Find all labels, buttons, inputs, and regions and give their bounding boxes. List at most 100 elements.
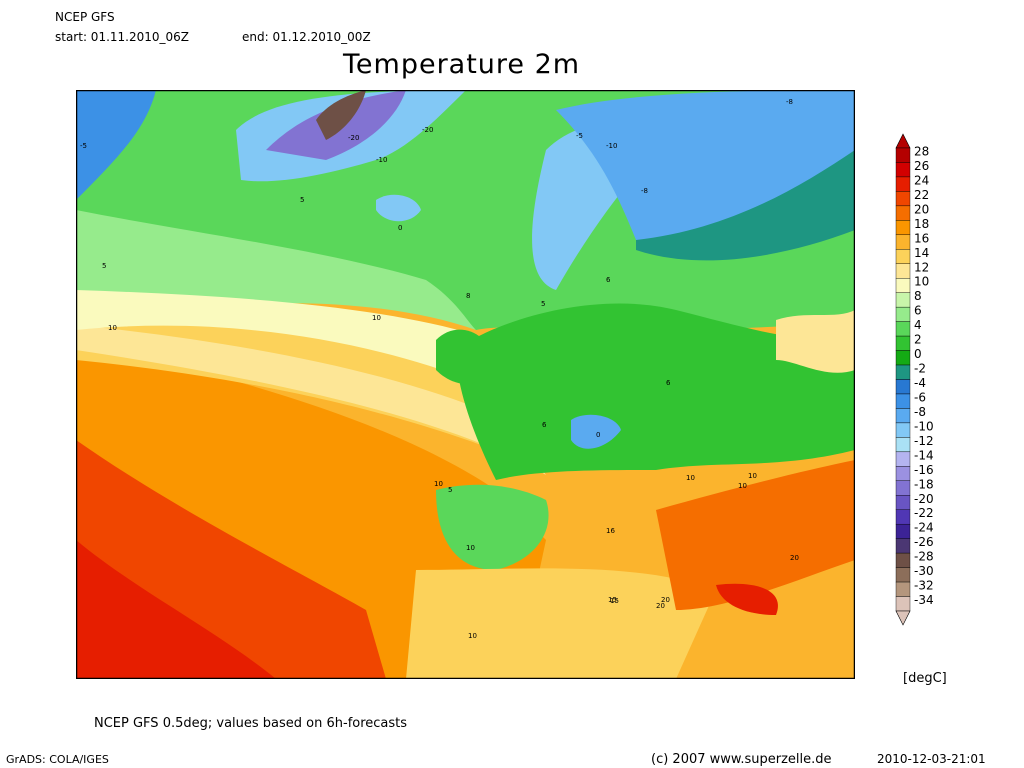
colorbar-label: -14	[914, 448, 934, 462]
contour-label: 10	[108, 324, 117, 332]
colorbar-box	[895, 480, 911, 496]
med-hot	[716, 583, 778, 615]
contour-label: 5	[102, 262, 106, 270]
contour-label: -5	[576, 132, 583, 140]
colorbar-label: -24	[914, 521, 934, 535]
contour-label: -20	[422, 126, 433, 134]
contour-label: 15	[610, 597, 619, 605]
map: -5-20-10-20-5-10-8-850551010866610101051…	[76, 90, 855, 679]
contour-label: 20	[661, 596, 670, 604]
contour-label: 5	[448, 486, 452, 494]
contour-label: 10	[372, 314, 381, 322]
iberia	[436, 484, 549, 570]
europe-land	[456, 303, 855, 480]
colorbar-label: -4	[914, 376, 926, 390]
colorbar-box	[895, 162, 911, 178]
colorbar-box	[895, 393, 911, 409]
contour-label: 8	[466, 292, 470, 300]
contour-label: 5	[300, 196, 304, 204]
east-warm	[776, 310, 855, 373]
region-darkred	[76, 540, 276, 679]
colorbar-label: -16	[914, 463, 934, 477]
colorbar-box	[895, 581, 911, 597]
colorbar-box	[895, 335, 911, 351]
colorbar-label: -28	[914, 550, 934, 564]
northeast-teal	[636, 150, 855, 261]
colorbar-label: -30	[914, 564, 934, 578]
colorbar-box	[895, 278, 911, 293]
contour-label: 10	[748, 472, 757, 480]
region-lightyellow	[76, 325, 546, 475]
north-africa	[406, 568, 716, 679]
colorbar-label: 26	[914, 159, 929, 173]
colorbar-box	[895, 466, 911, 481]
contour-label: 10	[738, 482, 747, 490]
contour-label: 6	[542, 421, 547, 429]
contour-label: 16	[606, 527, 615, 535]
colorbar-box	[895, 234, 911, 250]
colorbar-box	[895, 176, 911, 192]
colorbar-label: -32	[914, 579, 934, 593]
contour-label: 20	[790, 554, 799, 562]
colorbar-label: -10	[914, 419, 934, 433]
colorbar-box	[895, 422, 911, 438]
contour-label: 6	[666, 379, 671, 387]
colorbar-box	[895, 379, 911, 395]
alps	[571, 414, 621, 449]
colorbar-box	[895, 552, 911, 568]
contour-label: -8	[786, 98, 793, 106]
colorbar-label: 22	[914, 188, 929, 202]
colorbar-top-arrow	[895, 133, 911, 149]
colorbar-box	[895, 350, 911, 366]
colorbar-box	[895, 495, 911, 510]
colorbar-label: 6	[914, 304, 922, 318]
colorbar-label: -12	[914, 434, 934, 448]
copyright: (c) 2007 www.superzelle.de	[651, 752, 832, 767]
contour-label: 10	[466, 544, 475, 552]
colorbar-label: 18	[914, 217, 929, 231]
colorbar-label: -18	[914, 477, 934, 491]
contour-label: -10	[376, 156, 387, 164]
colorbar-label: -26	[914, 535, 934, 549]
colorbar-box	[895, 408, 911, 424]
iceland	[376, 194, 421, 222]
colorbar-label: 16	[914, 231, 929, 245]
colorbar-label: 10	[914, 275, 929, 289]
contour-label: 10	[686, 474, 695, 482]
model-label: NCEP GFS	[55, 10, 115, 24]
colorbar-label: -22	[914, 506, 934, 520]
colorbar-box	[895, 147, 911, 163]
colorbar-box	[895, 437, 911, 453]
timestamp: 2010-12-03-21:01	[877, 752, 986, 766]
end-label: end: 01.12.2010_00Z	[242, 30, 371, 44]
contour-label: -8	[641, 187, 648, 195]
east-med	[656, 460, 855, 610]
colorbar-label: -20	[914, 492, 934, 506]
contour-label: -10	[606, 142, 617, 150]
map-frame	[76, 90, 855, 679]
colorbar-label: 24	[914, 173, 929, 187]
software-label: GrADS: COLA/IGES	[6, 753, 109, 766]
contour-label: 6	[606, 276, 611, 284]
colorbar-box	[895, 191, 911, 207]
colorbar-label: 20	[914, 202, 929, 216]
colorbar-label: 14	[914, 246, 929, 260]
colorbar-box	[895, 306, 911, 322]
colorbar-box	[895, 451, 911, 467]
region-paleyellow	[76, 290, 496, 390]
colorbar-label: -6	[914, 390, 926, 404]
colorbar-label: 2	[914, 333, 922, 347]
contour-label: 20	[656, 602, 665, 610]
colorbar-box	[895, 567, 911, 583]
colorbar-label: 28	[914, 145, 929, 159]
colorbar-box	[895, 249, 911, 264]
contour-label: 15	[608, 596, 617, 604]
contour-label: 0	[398, 224, 402, 232]
british-isles	[436, 329, 496, 384]
start-label: start: 01.11.2010_06Z	[55, 30, 190, 44]
contour-label: 10	[434, 480, 443, 488]
colorbar: 2826242220181614121086420-2-4-6-8-10-12-…	[895, 133, 934, 626]
contour-label: -5	[80, 142, 87, 150]
colorbar-box	[895, 292, 911, 308]
